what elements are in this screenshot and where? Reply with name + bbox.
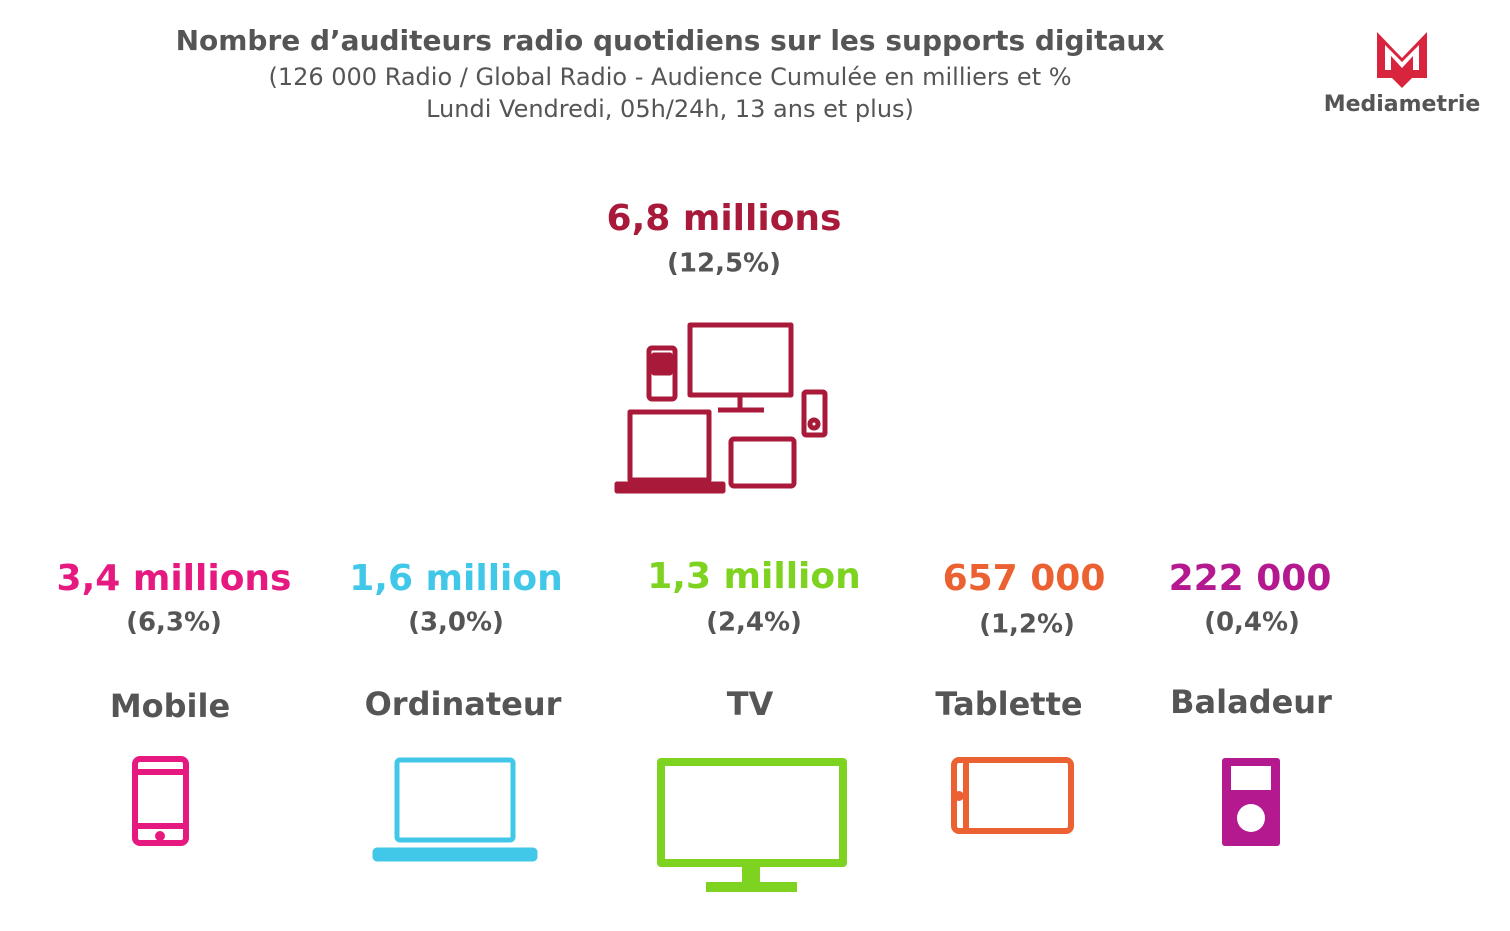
device-share: (1,2%) xyxy=(979,610,1075,640)
all-devices-icon xyxy=(614,322,828,494)
subtitle: Lundi Vendredi, 05h/24h, 13 ans et plus) xyxy=(426,95,914,123)
device-label: Baladeur xyxy=(1170,683,1332,721)
device-value: 657 000 xyxy=(943,558,1106,599)
device-value: 3,4 millions xyxy=(57,558,292,599)
title: Nombre d’auditeurs radio quotidiens sur … xyxy=(176,24,1165,57)
total-value: 6,8 millions xyxy=(607,198,842,239)
total-share: (12,5%) xyxy=(667,249,781,279)
ordinateur: 1,6 million (3,0%) Ordinateur xyxy=(349,558,563,862)
tablet-icon xyxy=(951,757,1074,834)
device-share: (0,4%) xyxy=(1204,608,1300,638)
device-label: Ordinateur xyxy=(365,685,562,723)
device-label: TV xyxy=(727,685,774,723)
mobile-icon xyxy=(132,756,189,846)
device-label: Mobile xyxy=(110,687,230,725)
subtitle: (126 000 Radio / Global Radio - Audience… xyxy=(268,63,1071,91)
player-icon xyxy=(1222,758,1280,846)
device-label: Tablette xyxy=(935,685,1082,723)
tv-icon xyxy=(657,758,847,892)
logo-text: Mediametrie xyxy=(1324,92,1481,117)
logo-letter xyxy=(1385,45,1419,70)
tv: 1,3 million (2,4%) TV xyxy=(647,556,861,892)
tablette: 657 000 (1,2%) Tablette xyxy=(935,558,1106,834)
laptop-icon xyxy=(372,757,538,862)
logo-mark xyxy=(1377,32,1427,88)
baladeur: 222 000 (0,4%) Baladeur xyxy=(1169,558,1332,846)
device-value: 222 000 xyxy=(1169,558,1332,599)
logo: Mediametrie xyxy=(1324,32,1481,117)
device-value: 1,3 million xyxy=(647,556,861,597)
device-value: 1,6 million xyxy=(349,558,563,599)
mobile: 3,4 millions (6,3%) Mobile xyxy=(57,558,292,846)
device-share: (2,4%) xyxy=(706,608,802,638)
device-share: (3,0%) xyxy=(408,608,504,638)
device-share: (6,3%) xyxy=(126,608,222,638)
